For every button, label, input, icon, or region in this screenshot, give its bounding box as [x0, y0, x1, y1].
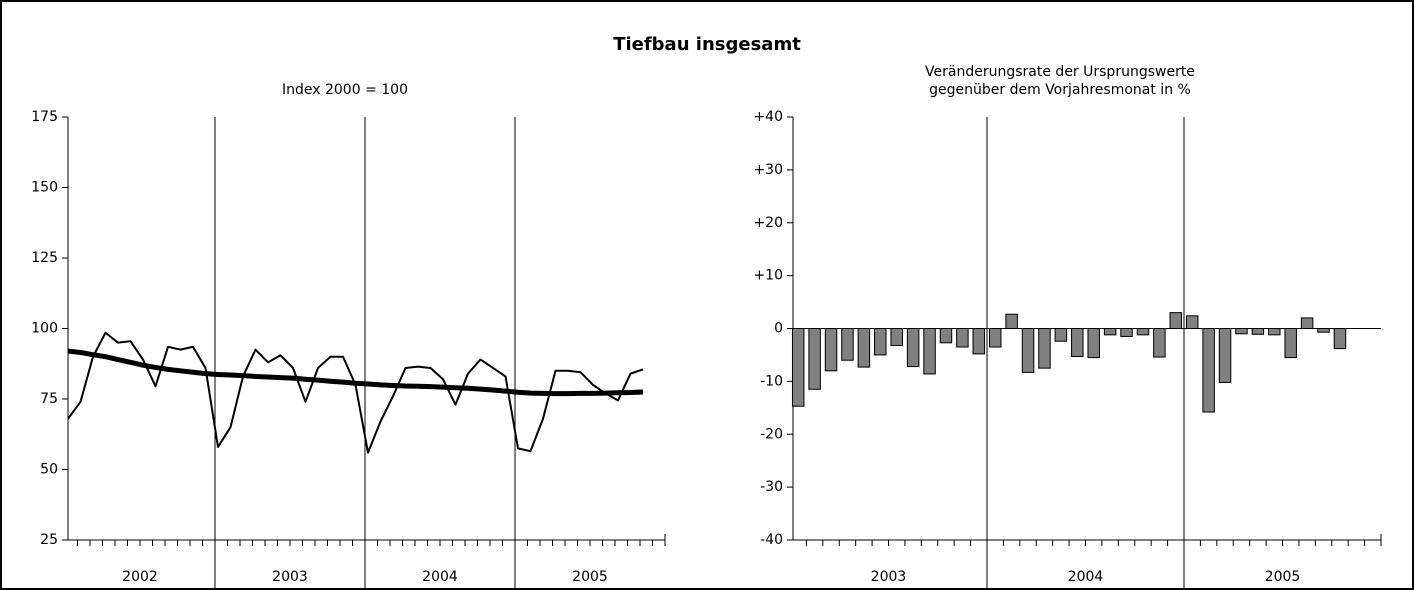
- bar: [972, 328, 986, 355]
- y-tick-label: 0: [774, 321, 783, 337]
- y-tick-label: -30: [760, 479, 783, 495]
- bar: [1333, 328, 1347, 350]
- y-tick-label: 100: [31, 321, 58, 337]
- subtitle: Veränderungsrate der Ursprungswerte: [925, 64, 1195, 80]
- bar: [791, 328, 805, 407]
- y-tick-label: -10: [760, 373, 783, 389]
- bar: [1021, 328, 1035, 373]
- y-tick-label: 75: [40, 391, 58, 407]
- bar: [1268, 328, 1281, 336]
- bar: [1317, 328, 1330, 333]
- y-tick-label: -20: [760, 426, 783, 442]
- bar: [808, 328, 821, 390]
- bar: [1071, 328, 1084, 358]
- y-tick-label: -40: [760, 532, 783, 548]
- bar: [1284, 328, 1297, 359]
- bar: [857, 328, 871, 368]
- bar: [939, 328, 953, 344]
- line: [67, 348, 644, 397]
- x-tick-label: 2005: [572, 569, 608, 585]
- y-tick-label: 150: [31, 180, 58, 196]
- bar: [1005, 313, 1018, 330]
- y-tick-label: +10: [753, 268, 783, 284]
- subtitle: Index 2000 = 100: [282, 82, 408, 98]
- y-tick-label: +20: [753, 215, 783, 231]
- bar: [1087, 328, 1100, 359]
- bar: [1153, 328, 1166, 358]
- bar: [988, 328, 1002, 348]
- x-tick-label: 2003: [272, 569, 308, 585]
- bar: [1169, 312, 1183, 330]
- x-tick-label: 2004: [1068, 569, 1104, 585]
- x-tick-label: 2003: [871, 569, 907, 585]
- bar: [1300, 317, 1314, 329]
- bar: [1038, 328, 1051, 369]
- bar: [1235, 328, 1248, 335]
- x-tick-label: 2002: [122, 569, 158, 585]
- subtitle: gegenüber dem Vorjahresmonat in %: [929, 82, 1191, 98]
- bar: [1103, 328, 1117, 336]
- y-tick-label: 125: [31, 250, 58, 266]
- y-tick-label: 175: [31, 109, 58, 125]
- x-tick-label: 2005: [1265, 569, 1301, 585]
- y-tick-label: +40: [753, 109, 783, 125]
- bar: [1185, 315, 1199, 329]
- x-tick-label: 2004: [422, 569, 458, 585]
- bar: [890, 328, 903, 346]
- bar: [1251, 328, 1265, 335]
- bar: [1120, 328, 1133, 337]
- bar: [1202, 328, 1215, 413]
- bar: [841, 328, 854, 361]
- bar: [923, 328, 936, 375]
- bar: [906, 328, 920, 368]
- bar: [824, 328, 838, 372]
- title: Tiefbau insgesamt: [613, 34, 801, 55]
- bar: [956, 328, 969, 348]
- bar: [1218, 328, 1232, 383]
- bar: [1136, 328, 1150, 336]
- y-tick-label: +30: [753, 162, 783, 178]
- bar: [874, 328, 887, 356]
- y-tick-label: 50: [40, 462, 58, 478]
- bar: [1054, 328, 1068, 342]
- y-tick-label: 25: [40, 532, 58, 548]
